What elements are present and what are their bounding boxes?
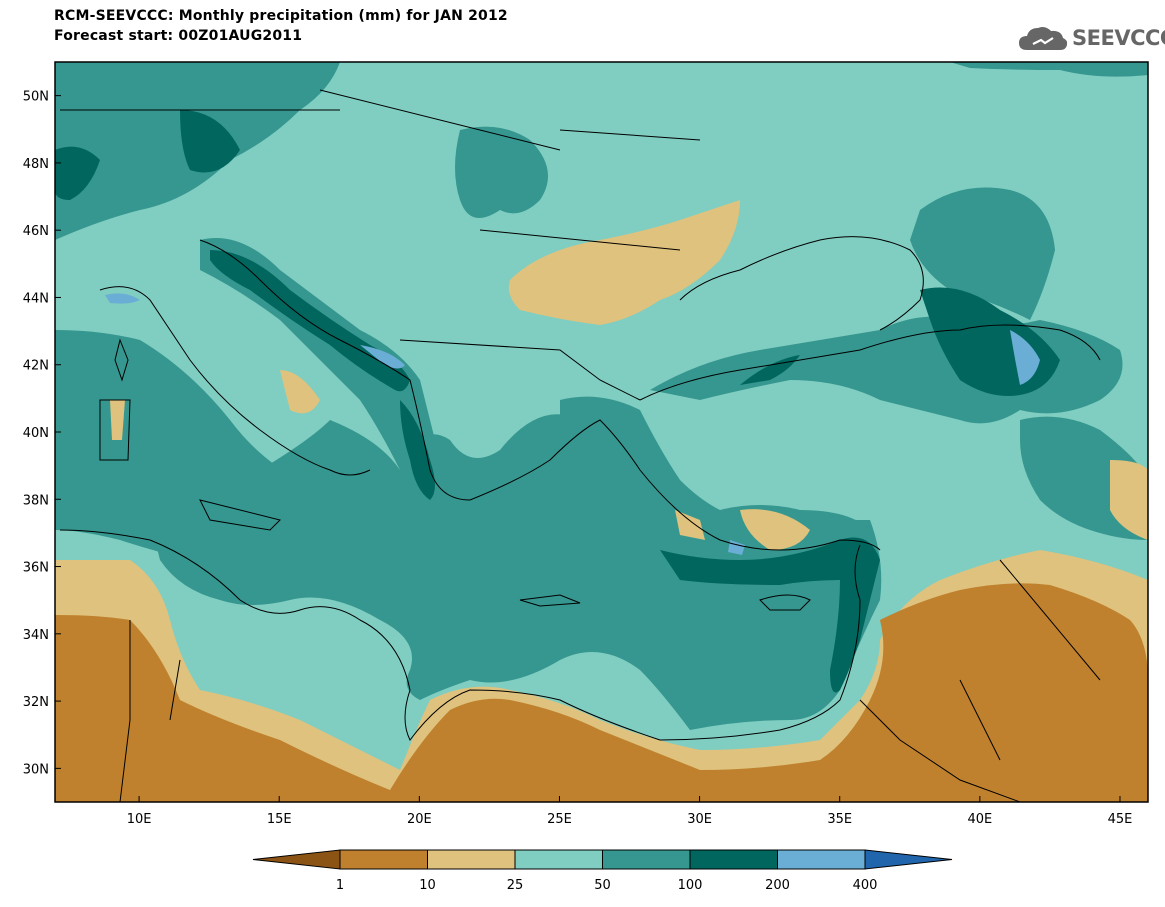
lon-tick-label: 40E bbox=[967, 812, 992, 827]
field-black-sea-east bbox=[910, 187, 1055, 320]
logo-text: SEEVCCC bbox=[1072, 26, 1165, 50]
lon-tick-label: 15E bbox=[267, 812, 292, 827]
colorbar-segment-under bbox=[252, 849, 341, 870]
lat-tick-label: 44N bbox=[23, 291, 49, 306]
field-central-med bbox=[150, 414, 882, 730]
field-alps-west-high bbox=[55, 146, 100, 200]
colorbar-label: 100 bbox=[678, 878, 703, 893]
field-east-dry bbox=[1110, 460, 1148, 540]
field-carpathians bbox=[455, 126, 548, 218]
field-albania-high bbox=[400, 400, 435, 500]
field-north-east bbox=[950, 62, 1148, 77]
lat-tick-label: 42N bbox=[23, 359, 49, 374]
field-anatolia-dry-west bbox=[675, 510, 705, 540]
colorbar-segment bbox=[514, 849, 603, 870]
colorbar-label: 400 bbox=[853, 878, 878, 893]
field-north-africa-dry bbox=[55, 583, 1148, 802]
colorbar-label: 10 bbox=[419, 878, 436, 893]
cloud-logo-icon bbox=[1019, 27, 1068, 50]
lat-tick-label: 40N bbox=[23, 426, 49, 441]
field-alps-high bbox=[180, 110, 240, 173]
coastlines bbox=[59, 89, 1101, 802]
lat-tick-label: 50N bbox=[23, 90, 49, 105]
field-lower-danube-dry bbox=[508, 200, 740, 325]
field-taurus-high bbox=[660, 537, 880, 693]
lon-tick-label: 20E bbox=[407, 812, 432, 827]
colorbar-segment bbox=[777, 849, 866, 870]
field-west-med bbox=[55, 330, 300, 560]
lon-tick-label: 45E bbox=[1108, 812, 1133, 827]
lat-tick-label: 48N bbox=[23, 157, 49, 172]
latitude-axis: 50N 48N 46N 44N 42N 40N 38N 36N 34N 32N 30N bbox=[23, 90, 61, 777]
seevccc-logo: SEEVCCC bbox=[1017, 22, 1165, 54]
field-caucasus-peak bbox=[1010, 330, 1040, 385]
colorbar-segment bbox=[602, 849, 691, 870]
forecast-start-label: Forecast start: 00Z01AUG2011 bbox=[54, 28, 303, 44]
field-sardinia-dry bbox=[110, 400, 125, 440]
lat-tick-label: 38N bbox=[23, 493, 49, 508]
lon-tick-label: 35E bbox=[827, 812, 852, 827]
colorbar-label: 25 bbox=[507, 878, 524, 893]
field-alps-peak bbox=[105, 293, 140, 304]
lat-tick-label: 30N bbox=[23, 762, 49, 777]
colorbar-label: 1 bbox=[336, 878, 344, 893]
map-field bbox=[55, 62, 1148, 802]
longitude-axis: 10E 15E 20E 25E 30E 35E 40E 45E bbox=[127, 796, 1133, 827]
colorbar-segment bbox=[427, 849, 516, 870]
lat-tick-label: 34N bbox=[23, 628, 49, 643]
field-dinaric-peak bbox=[360, 345, 405, 369]
field-turkey-dry bbox=[740, 509, 810, 550]
lon-tick-label: 30E bbox=[687, 812, 712, 827]
lat-tick-label: 46N bbox=[23, 224, 49, 239]
colorbar-segment-over bbox=[864, 849, 953, 870]
colorbar: 1 10 25 50 100 200 400 bbox=[252, 849, 953, 893]
field-dinaric-high bbox=[210, 250, 410, 392]
colorbar-segment bbox=[339, 849, 428, 870]
colorbar-label: 50 bbox=[594, 878, 611, 893]
field-italy-dry bbox=[280, 370, 320, 414]
colorbar-label: 200 bbox=[765, 878, 790, 893]
colorbar-segment bbox=[689, 849, 778, 870]
lat-tick-label: 36N bbox=[23, 561, 49, 576]
lon-tick-label: 25E bbox=[547, 812, 572, 827]
lon-tick-label: 10E bbox=[127, 812, 152, 827]
map-title: RCM-SEEVCCC: Monthly precipitation (mm) … bbox=[54, 8, 508, 24]
lat-tick-label: 32N bbox=[23, 695, 49, 710]
